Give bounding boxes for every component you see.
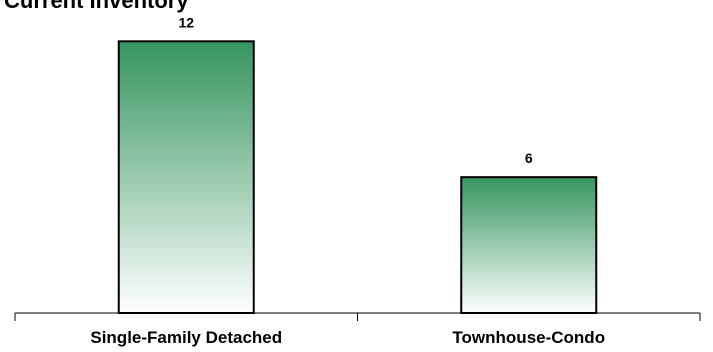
bar-0 [117,40,255,314]
category-label-1: Townhouse-Condo [452,328,605,347]
data-label-0: 12 [178,14,194,30]
bar-1 [460,176,598,314]
category-label-0: Single-Family Detached [90,328,282,347]
chart-title: Current Inventory [4,0,189,13]
data-label-1: 6 [525,150,533,166]
